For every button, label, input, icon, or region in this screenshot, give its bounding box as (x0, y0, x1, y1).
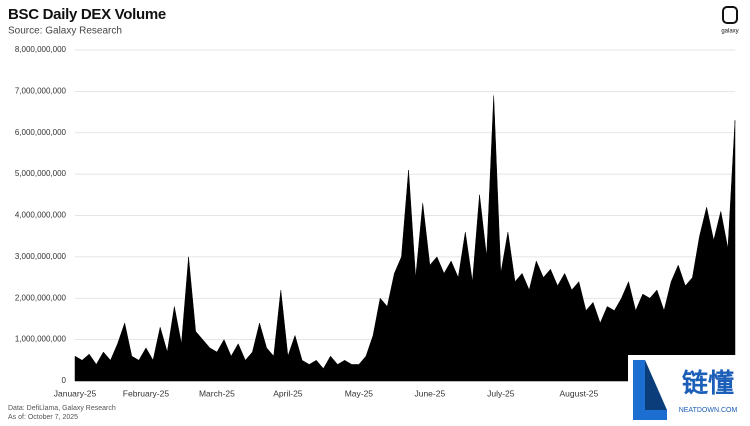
y-tick-label: 4,000,000,000 (15, 211, 67, 220)
x-tick-label: August-25 (559, 388, 598, 398)
x-tick-label: March-25 (199, 388, 235, 398)
watermark-title: 链懂 (682, 368, 734, 398)
y-tick-label: 8,000,000,000 (15, 45, 67, 54)
y-tick-label: 0 (62, 376, 67, 385)
footnote: As of: October 7, 2025 (8, 414, 78, 421)
y-tick-label: 3,000,000,000 (15, 252, 67, 261)
watermark-subtitle: NEATDOWN.COM (679, 407, 738, 414)
x-tick-label: July-25 (487, 388, 515, 398)
logo-icon (722, 6, 738, 24)
chart-title: BSC Daily DEX Volume (8, 6, 166, 23)
footnote: Data: DefiLlama, Galaxy Research (8, 405, 116, 412)
watermark-icon (633, 360, 667, 420)
y-tick-label: 7,000,000,000 (15, 86, 67, 95)
watermark: 链懂 NEATDOWN.COM (628, 355, 750, 426)
x-tick-label: June-25 (414, 388, 445, 398)
logo: galaxy (721, 6, 739, 35)
logo-text: galaxy (721, 29, 738, 35)
y-tick-label: 6,000,000,000 (15, 128, 67, 137)
x-tick-label: April-25 (273, 388, 303, 398)
x-tick-label: May-25 (345, 388, 374, 398)
area (74, 95, 736, 382)
x-tick-label: January-25 (54, 388, 97, 398)
chart-subtitle: Source: Galaxy Research (8, 26, 122, 37)
y-tick-label: 5,000,000,000 (15, 169, 67, 178)
y-tick-label: 2,000,000,000 (15, 293, 67, 302)
watermark-icon (645, 360, 667, 410)
x-tick-label: February-25 (123, 388, 170, 398)
y-tick-label: 1,000,000,000 (15, 335, 67, 344)
plot: 0 1,000,000,000 2,000,000,000 3,000,000,000… (15, 45, 736, 398)
